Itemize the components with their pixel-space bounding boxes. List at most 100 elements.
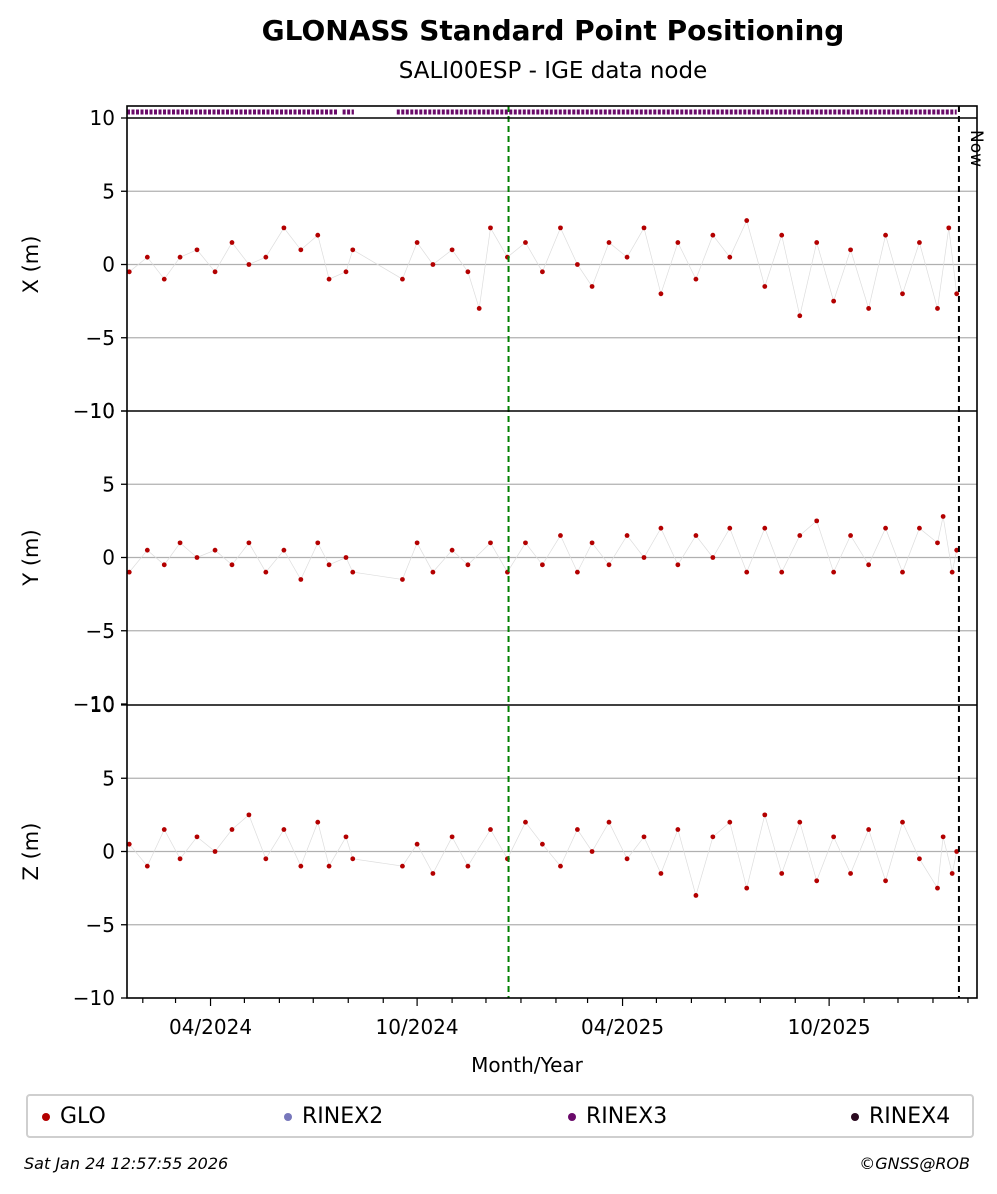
legend-marker-rinex4 (851, 1112, 859, 1121)
legend-label-rinex2: RINEX2 (302, 1104, 384, 1129)
data-point (866, 827, 872, 832)
data-point (212, 269, 218, 275)
data-point (449, 834, 455, 840)
data-point (558, 225, 563, 231)
data-point (414, 540, 420, 546)
data-point (744, 569, 750, 575)
data-point (641, 834, 647, 840)
data-point (589, 540, 595, 546)
data-point (779, 871, 785, 876)
data-point (229, 827, 235, 832)
data-point (883, 232, 888, 238)
data-point (762, 812, 768, 818)
data-point (606, 240, 612, 245)
data-point (126, 569, 132, 575)
legend-label-rinex3: RINEX3 (586, 1104, 668, 1129)
data-point (540, 562, 545, 568)
data-point (727, 525, 733, 531)
data-point (675, 240, 681, 245)
data-point (574, 262, 580, 267)
data-point (326, 863, 332, 869)
y-tick-label: 0 (102, 253, 115, 277)
data-point (298, 863, 304, 869)
data-point (315, 540, 321, 546)
data-point (693, 276, 699, 282)
data-point (144, 547, 150, 553)
data-point (797, 819, 803, 825)
data-point (315, 819, 321, 825)
data-point (949, 871, 955, 876)
data-point (465, 562, 471, 568)
data-point (779, 569, 785, 575)
data-point (465, 269, 471, 275)
y-tick-label: 10 (90, 693, 115, 717)
data-point (315, 232, 321, 238)
legend-marker-glo (42, 1112, 50, 1121)
data-point (848, 533, 853, 538)
position-timeseries-chart: −10 −5 0 5 10 X (m) −10 −5 0 5 10 Y (m) −10 −5 0 5 10 Z (… (19, 105, 986, 1077)
data-point (400, 276, 405, 282)
data-point (343, 555, 349, 560)
x-tick-label: 10/2024 (376, 1015, 459, 1039)
y-axis-label: Y (m) (19, 529, 43, 586)
data-point (848, 871, 853, 876)
data-point (866, 562, 872, 568)
data-point (540, 269, 545, 275)
data-point (606, 819, 612, 825)
data-point (935, 540, 940, 546)
data-point (194, 247, 200, 253)
data-point (126, 841, 132, 847)
data-point (883, 878, 888, 884)
data-point (177, 254, 183, 260)
y-tick-label: −10 (73, 399, 115, 423)
data-point (144, 254, 150, 260)
data-point (161, 562, 167, 568)
data-point (350, 247, 356, 253)
data-point (488, 225, 493, 231)
data-point (624, 533, 630, 538)
chart-subtitle: SALI00ESP - IGE data node (398, 58, 708, 84)
data-point (540, 841, 545, 847)
data-point (848, 247, 853, 253)
data-point (449, 247, 455, 253)
y-tick-label: 5 (102, 179, 115, 203)
y-tick-label: −5 (86, 326, 115, 350)
y-tick-label: −5 (86, 913, 115, 937)
data-point (814, 240, 820, 245)
plot-frame (126, 105, 978, 999)
data-point (954, 849, 960, 854)
legend: GLO RINEX2 RINEX3 RINEX4 (26, 1094, 974, 1138)
data-point (744, 885, 750, 891)
data-point (326, 562, 332, 568)
y-axis-label: X (m) (19, 236, 43, 294)
data-point (624, 254, 630, 260)
series-trace (129, 219, 958, 316)
data-point (831, 834, 837, 840)
data-point (710, 555, 716, 560)
data-point (326, 276, 332, 282)
data-point (194, 555, 200, 560)
y-axis-label: Z (m) (19, 823, 43, 881)
data-point (954, 291, 960, 297)
data-point (866, 306, 872, 311)
data-point (935, 885, 940, 891)
data-point (641, 225, 647, 231)
x-tick-label: 10/2025 (788, 1015, 871, 1039)
y-tick-label: −10 (73, 692, 115, 716)
data-point (246, 812, 252, 818)
data-point (710, 834, 716, 840)
legend-label-glo: GLO (60, 1104, 106, 1129)
data-point (935, 306, 940, 311)
data-point (298, 577, 304, 582)
x-tick-label: 04/2025 (581, 1015, 664, 1039)
copyright-label: ©GNSS@ROB (859, 1154, 970, 1173)
y-tick-label: −5 (86, 619, 115, 643)
legend-marker-rinex2 (284, 1112, 292, 1121)
y-tick-label: 0 (102, 546, 115, 570)
y-tick-label: 5 (102, 766, 115, 790)
y-tick-label: 0 (102, 840, 115, 864)
data-point (281, 827, 287, 832)
data-point (488, 827, 493, 832)
data-point (831, 569, 837, 575)
data-point (900, 819, 905, 825)
